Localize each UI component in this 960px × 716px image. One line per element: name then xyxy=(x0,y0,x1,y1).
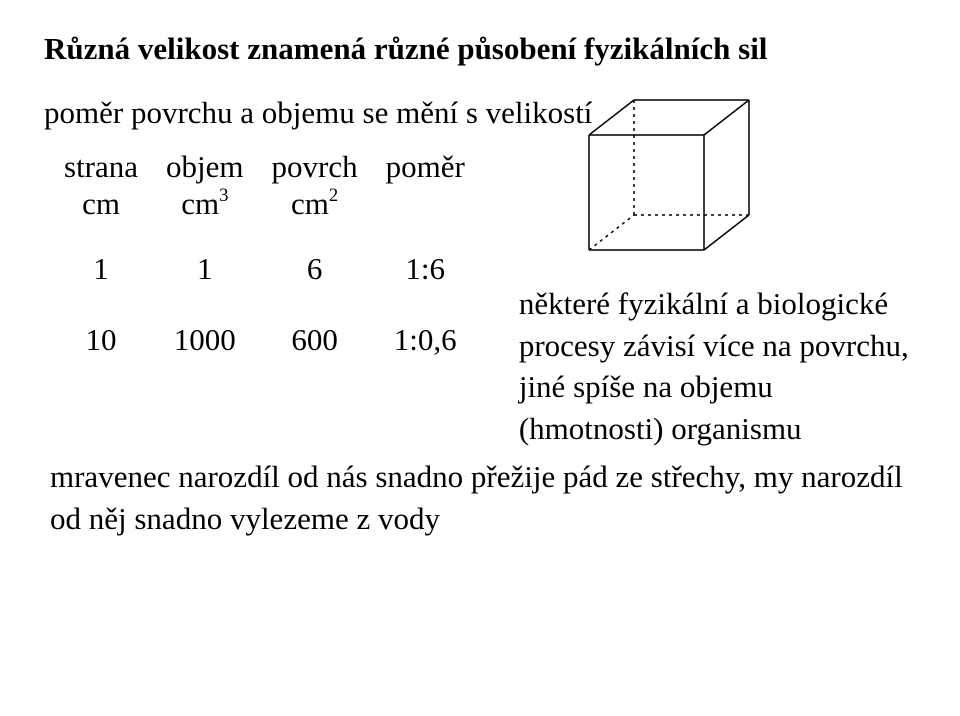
unit-objem-sup: 3 xyxy=(219,185,228,206)
page-title: Různá velikost znamená různé působení fy… xyxy=(44,28,916,70)
col-header-strana: strana xyxy=(50,148,152,185)
units-row: cm cm3 cm2 xyxy=(50,185,479,240)
cell-r1-c3: 1:0,6 xyxy=(372,311,479,382)
cell-r0-c3: 1:6 xyxy=(372,240,479,311)
unit-pomer xyxy=(372,185,479,240)
cube-diagram-wrap xyxy=(579,90,916,265)
cell-r0-c0: 1 xyxy=(50,240,152,311)
unit-povrch-sup: 2 xyxy=(329,185,338,206)
cell-r1-c0: 10 xyxy=(50,311,152,382)
unit-povrch-base: cm xyxy=(291,186,329,221)
cell-r0-c1: 1 xyxy=(152,240,258,311)
unit-objem-base: cm xyxy=(181,186,219,221)
bottom-paragraph: mravenec narozdíl od nás snadno přežije … xyxy=(50,456,910,540)
table-header-row: strana objem povrch poměr xyxy=(50,148,479,185)
cell-r1-c2: 600 xyxy=(258,311,372,382)
ratio-table-wrap: strana objem povrch poměr cm cm3 cm2 xyxy=(50,148,479,383)
table-row: 10 1000 600 1:0,6 xyxy=(50,311,479,382)
unit-povrch: cm2 xyxy=(258,185,372,240)
cell-r1-c1: 1000 xyxy=(152,311,258,382)
col-header-objem: objem xyxy=(152,148,258,185)
unit-objem: cm3 xyxy=(152,185,258,240)
unit-strana: cm xyxy=(50,185,152,240)
cell-r0-c2: 6 xyxy=(258,240,372,311)
col-header-povrch: povrch xyxy=(258,148,372,185)
col-header-pomer: poměr xyxy=(372,148,479,185)
table-row: 1 1 6 1:6 xyxy=(50,240,479,311)
right-paragraph: některé fyzikální a biologické procesy z… xyxy=(519,283,916,450)
right-column: některé fyzikální a biologické procesy z… xyxy=(479,148,916,450)
cube-icon xyxy=(579,90,759,260)
ratio-table: strana objem povrch poměr cm cm3 cm2 xyxy=(50,148,479,383)
slide-page: Různá velikost znamená různé působení fy… xyxy=(0,0,960,716)
content-row: strana objem povrch poměr cm cm3 cm2 xyxy=(44,148,916,450)
